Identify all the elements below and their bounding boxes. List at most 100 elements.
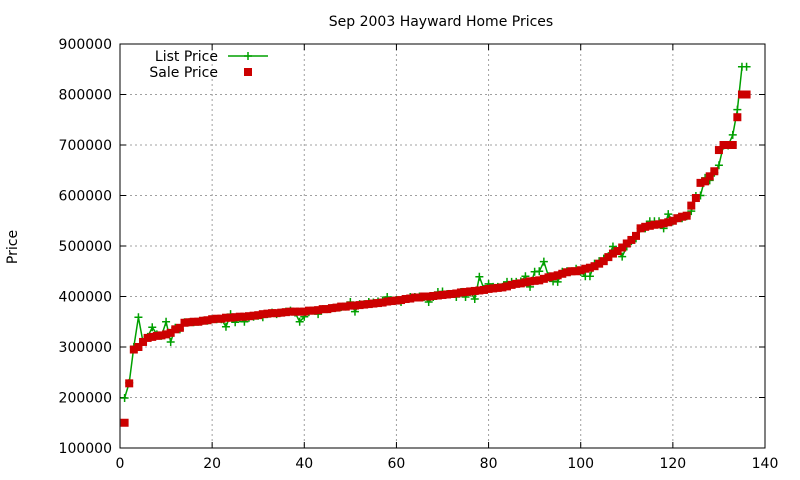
- data-point-sale-price: [175, 323, 184, 332]
- data-point-list-price: [148, 323, 157, 332]
- data-point-sale-price: [212, 314, 221, 323]
- plot-frame: [119, 43, 766, 449]
- data-point-sale-price: [599, 257, 608, 266]
- data-point-list-price: [295, 317, 304, 326]
- data-point-sale-price: [535, 276, 544, 285]
- data-point-sale-price: [539, 274, 548, 283]
- data-point-sale-price: [466, 287, 475, 296]
- y-tick-label: 900000: [59, 37, 112, 53]
- data-point-sale-price: [724, 141, 733, 149]
- data-point-sale-price: [705, 172, 714, 181]
- data-point-sale-price: [558, 269, 567, 278]
- data-point-sale-price: [152, 331, 161, 340]
- data-point-sale-price: [687, 201, 696, 210]
- data-point-sale-price: [350, 301, 359, 310]
- data-point-list-price: [162, 317, 171, 326]
- data-point-sale-price: [240, 312, 249, 321]
- data-point-sale-price: [217, 314, 226, 323]
- data-point-sale-price: [286, 307, 295, 316]
- data-point-list-price: [221, 322, 230, 331]
- data-point-sale-price: [682, 211, 691, 220]
- data-point-sale-price: [622, 239, 631, 248]
- x-tick-label: 20: [203, 456, 221, 472]
- data-point-sale-price: [590, 262, 599, 271]
- data-point-sale-price: [503, 282, 511, 291]
- data-point-list-price: [742, 62, 751, 71]
- data-point-sale-price: [572, 267, 581, 276]
- data-point-sale-price: [659, 219, 668, 228]
- x-tick-label: 140: [752, 456, 779, 472]
- data-point-sale-price: [397, 296, 406, 305]
- x-tick-label: 60: [388, 456, 406, 472]
- data-point-list-price: [664, 210, 673, 219]
- data-point-sale-price: [512, 279, 521, 288]
- data-point-sale-price: [139, 337, 148, 346]
- data-point-sale-price: [346, 301, 355, 310]
- x-axis-ticks: 0 20 40 60 80 100 120 140: [116, 44, 779, 472]
- data-point-sale-price: [701, 177, 710, 186]
- series-layer: [120, 62, 751, 427]
- data-point-sale-price: [655, 220, 664, 229]
- data-point-sale-price: [323, 305, 332, 314]
- data-point-list-price: [535, 267, 544, 276]
- data-point-sale-price: [429, 291, 438, 300]
- data-point-sale-price: [198, 316, 207, 325]
- data-point-sale-price: [226, 313, 235, 322]
- data-point-sale-price: [613, 247, 622, 256]
- data-point-sale-price: [364, 300, 373, 309]
- data-point-sale-price: [245, 312, 253, 321]
- data-point-sale-price: [691, 194, 700, 203]
- data-point-list-price: [585, 272, 594, 281]
- data-point-sale-price: [493, 283, 502, 292]
- data-point-sale-price: [295, 307, 304, 316]
- data-point-sale-price: [148, 332, 157, 341]
- y-tick-label: 600000: [59, 189, 112, 205]
- data-point-list-price: [539, 257, 548, 266]
- data-point-sale-price: [627, 235, 636, 244]
- data-point-sale-price: [406, 294, 415, 303]
- grid-lines: [120, 44, 765, 448]
- data-point-sale-price: [309, 306, 318, 315]
- data-point-sale-price: [719, 141, 728, 149]
- data-point-sale-price: [516, 279, 525, 288]
- data-point-sale-price: [526, 277, 535, 286]
- data-point-sale-price: [162, 330, 171, 339]
- data-point-sale-price: [521, 278, 530, 287]
- data-point-sale-price: [645, 221, 654, 230]
- data-point-sale-price: [401, 295, 410, 304]
- data-point-sale-price: [733, 113, 742, 122]
- data-point-sale-price: [203, 316, 212, 325]
- data-point-sale-price: [392, 296, 401, 305]
- data-point-sale-price: [664, 218, 673, 227]
- legend-marker-list-price: [244, 52, 252, 60]
- data-point-list-price: [120, 394, 129, 403]
- data-point-sale-price: [456, 288, 465, 297]
- data-point-sale-price: [249, 311, 258, 320]
- data-point-sale-price: [258, 310, 267, 319]
- data-point-list-price: [714, 161, 723, 170]
- data-point-sale-price: [484, 284, 493, 293]
- data-point-sale-price: [632, 231, 640, 240]
- data-point-list-price: [733, 105, 742, 114]
- data-point-sale-price: [489, 284, 498, 293]
- data-point-sale-price: [194, 317, 203, 326]
- data-point-list-price: [608, 242, 617, 251]
- data-point-sale-price: [544, 273, 553, 282]
- data-point-sale-price: [498, 283, 507, 292]
- data-point-sale-price: [185, 318, 194, 327]
- data-point-sale-price: [553, 271, 562, 280]
- data-point-sale-price: [129, 345, 138, 354]
- x-tick-label: 0: [116, 456, 125, 472]
- data-point-sale-price: [562, 268, 571, 277]
- data-point-sale-price: [443, 290, 452, 299]
- data-point-sale-price: [208, 315, 217, 324]
- y-tick-label: 300000: [59, 340, 112, 356]
- series-line-list-price: [123, 65, 747, 399]
- y-axis-label: Price: [5, 230, 21, 264]
- y-tick-label: 200000: [59, 391, 112, 407]
- data-point-sale-price: [410, 293, 419, 302]
- data-point-sale-price: [189, 317, 198, 326]
- series-list-price: [120, 62, 751, 403]
- data-point-sale-price: [387, 297, 396, 306]
